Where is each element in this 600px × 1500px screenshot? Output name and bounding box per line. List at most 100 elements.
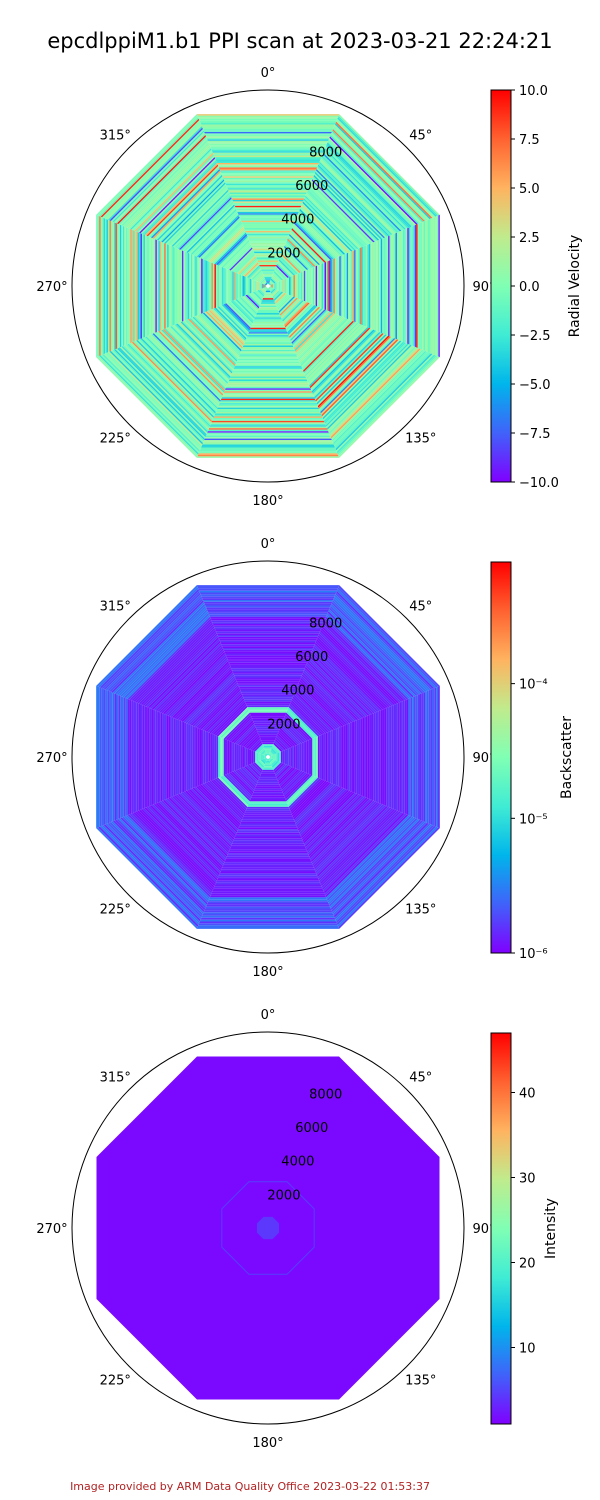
data-cell [195, 315, 239, 359]
data-cell [192, 254, 194, 318]
data-cell [306, 191, 363, 248]
data-cell [288, 705, 320, 737]
data-cell [239, 217, 297, 220]
data-cell [300, 675, 350, 725]
data-cell [346, 252, 349, 320]
data-cell [167, 327, 227, 387]
data-cell [360, 247, 362, 325]
data-cell [296, 314, 338, 356]
data-cell [213, 154, 323, 156]
data-cell [309, 327, 371, 389]
data-cell [217, 235, 248, 266]
data-cell [211, 262, 213, 310]
data-cell [360, 717, 363, 797]
data-cell [203, 692, 242, 731]
data-cell [112, 130, 205, 223]
data-cell [146, 335, 219, 408]
data-cell [203, 910, 333, 913]
data-cell [244, 341, 292, 343]
polar-frame [71, 89, 465, 483]
data-cell [313, 331, 380, 398]
data-cell [361, 246, 363, 326]
data-cell [225, 386, 311, 389]
data-cell [329, 607, 418, 696]
data-cell [223, 392, 313, 395]
data-cell [306, 740, 309, 774]
data-cell [133, 812, 213, 892]
data-cell [277, 281, 279, 291]
data-cell [168, 657, 228, 717]
data-cell [160, 712, 163, 802]
data-cell [286, 775, 315, 804]
data-cell [263, 287, 267, 291]
data-cell [330, 730, 333, 784]
data-cell [316, 636, 389, 709]
data-cell [323, 812, 403, 892]
data-cell [177, 793, 232, 848]
data-cell [311, 649, 376, 714]
data-cell [332, 821, 426, 915]
data-cell [338, 585, 440, 687]
data-cell [217, 407, 319, 410]
data-cell [201, 915, 335, 918]
data-cell [314, 803, 383, 872]
data-cell [118, 224, 120, 348]
data-cell [283, 718, 307, 742]
data-cell [118, 347, 207, 436]
data-cell [238, 686, 298, 689]
data-cell [136, 810, 215, 889]
data-cell [223, 391, 313, 393]
data-cell [315, 170, 384, 239]
data-cell [270, 288, 276, 294]
data-cell [193, 316, 238, 361]
data-cell [337, 115, 439, 217]
data-cell [194, 786, 239, 831]
data-cell [190, 208, 237, 255]
data-cell [291, 227, 327, 263]
data-cell [134, 623, 214, 703]
data-cell [129, 618, 212, 701]
data-cell [100, 354, 200, 454]
data-cell [206, 432, 330, 435]
data-cell [147, 805, 220, 878]
data-cell [349, 251, 352, 321]
data-cell [325, 146, 408, 229]
radial-tick-label: 4000 [281, 684, 314, 699]
data-cell [382, 708, 385, 806]
data-cell [202, 441, 334, 444]
data-cell [297, 683, 342, 728]
data-cell [256, 311, 280, 313]
data-cell [290, 701, 324, 735]
data-cell [421, 692, 424, 822]
data-cell [332, 599, 426, 693]
data-cell [277, 260, 294, 277]
data-cell [305, 269, 307, 303]
data-cell [227, 853, 309, 855]
data-cell [173, 795, 230, 852]
data-cell [259, 264, 277, 267]
data-cell [273, 742, 283, 752]
data-cell [316, 805, 387, 876]
data-cell [406, 698, 409, 816]
data-cell [265, 290, 271, 293]
data-cell [261, 771, 275, 774]
data-cell [227, 245, 252, 270]
data-cell [254, 788, 282, 791]
data-cell [208, 697, 245, 734]
data-cell [204, 131, 332, 134]
data-cell [273, 291, 284, 302]
radial-tick-label: 6000 [295, 650, 328, 665]
data-cell [289, 778, 322, 811]
data-cell [160, 800, 225, 865]
data-cell [340, 255, 343, 317]
data-cell [224, 860, 312, 863]
data-cell [236, 830, 300, 833]
data-cell [279, 257, 297, 275]
data-cell [184, 251, 187, 321]
data-cell [304, 740, 307, 774]
data-cell [271, 289, 279, 297]
data-cell [170, 188, 229, 247]
data-cell [241, 692, 295, 695]
colorbar-label: Intensity [543, 1198, 559, 1259]
data-cell [235, 679, 301, 682]
